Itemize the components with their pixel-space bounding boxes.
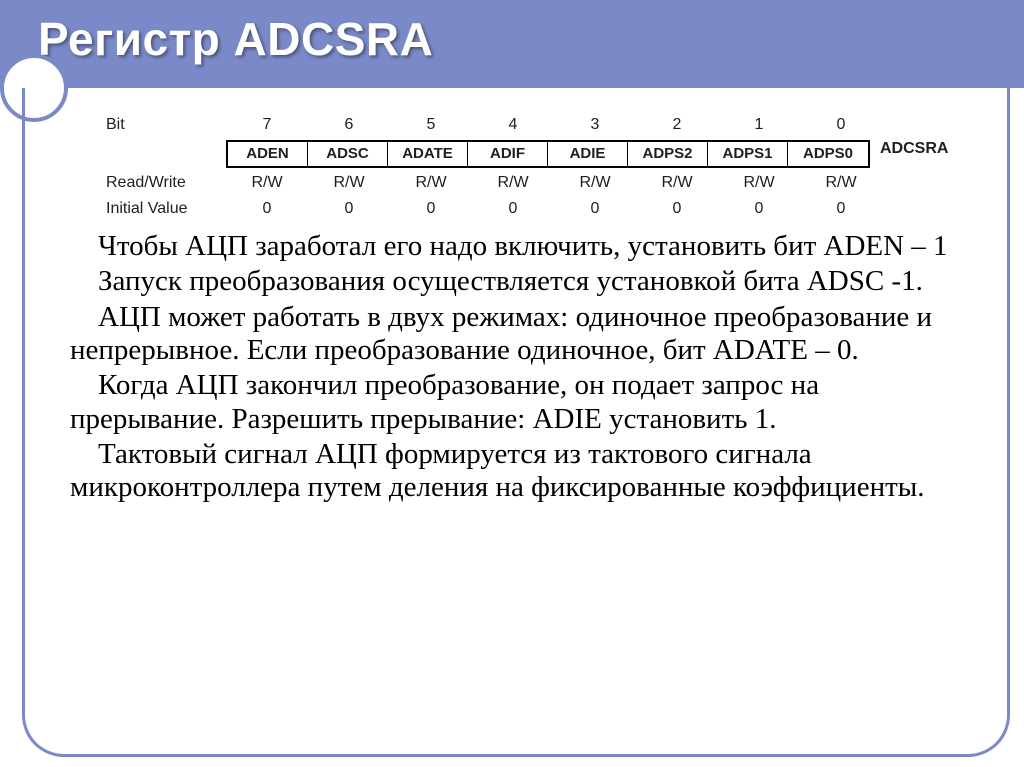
bit-name: ADPS0 <box>788 142 868 166</box>
init-cell: 0 <box>636 200 718 218</box>
bit-num: 5 <box>390 116 472 134</box>
init-cell: 0 <box>226 200 308 218</box>
rw-cell: R/W <box>472 174 554 192</box>
register-diagram: Bit 7 6 5 4 3 2 1 0 ADEN ADSC ADATE ADIF… <box>106 112 972 222</box>
paragraph: Тактовый сигнал АЦП формируется из такто… <box>70 438 980 505</box>
bit-name-row: ADEN ADSC ADATE ADIF ADIE ADPS2 ADPS1 AD… <box>106 140 972 168</box>
bit-name: ADPS2 <box>628 142 708 166</box>
bit-num: 7 <box>226 116 308 134</box>
row-label-init: Initial Value <box>106 200 226 218</box>
rw-cell: R/W <box>718 174 800 192</box>
bit-num: 2 <box>636 116 718 134</box>
rw-cell: R/W <box>636 174 718 192</box>
register-box: ADEN ADSC ADATE ADIF ADIE ADPS2 ADPS1 AD… <box>226 140 870 168</box>
rw-cell: R/W <box>554 174 636 192</box>
rw-cell: R/W <box>800 174 882 192</box>
init-cell: 0 <box>800 200 882 218</box>
bit-name: ADATE <box>388 142 468 166</box>
body-text: Чтобы АЦП заработал его надо включить, у… <box>70 230 980 507</box>
bit-num: 4 <box>472 116 554 134</box>
bit-name: ADPS1 <box>708 142 788 166</box>
rw-cell: R/W <box>308 174 390 192</box>
paragraph: АЦП может работать в двух режимах: одино… <box>70 301 980 368</box>
row-label-bit: Bit <box>106 116 226 134</box>
spacer <box>106 140 226 168</box>
bit-num: 6 <box>308 116 390 134</box>
bit-name: ADIE <box>548 142 628 166</box>
rw-cell: R/W <box>390 174 472 192</box>
rw-cell: R/W <box>226 174 308 192</box>
init-cell: 0 <box>308 200 390 218</box>
initial-value-row: Initial Value 0 0 0 0 0 0 0 0 <box>106 196 972 222</box>
bit-num: 1 <box>718 116 800 134</box>
bit-num: 3 <box>554 116 636 134</box>
paragraph: Запуск преобразования осуществляется уст… <box>70 265 980 298</box>
row-label-rw: Read/Write <box>106 174 226 192</box>
bit-name: ADIF <box>468 142 548 166</box>
register-name: ADCSRA <box>870 140 960 168</box>
bit-number-row: Bit 7 6 5 4 3 2 1 0 <box>106 112 972 138</box>
init-cell: 0 <box>390 200 472 218</box>
init-cell: 0 <box>554 200 636 218</box>
paragraph: Когда АЦП закончил преобразование, он по… <box>70 369 980 436</box>
paragraph: Чтобы АЦП заработал его надо включить, у… <box>70 230 980 263</box>
slide-title: Регистр ADCSRA <box>38 12 433 66</box>
init-cell: 0 <box>718 200 800 218</box>
bit-name: ADEN <box>228 142 308 166</box>
init-cell: 0 <box>472 200 554 218</box>
bit-num: 0 <box>800 116 882 134</box>
read-write-row: Read/Write R/W R/W R/W R/W R/W R/W R/W R… <box>106 170 972 196</box>
slide-header: Регистр ADCSRA <box>0 0 1024 88</box>
bit-name: ADSC <box>308 142 388 166</box>
